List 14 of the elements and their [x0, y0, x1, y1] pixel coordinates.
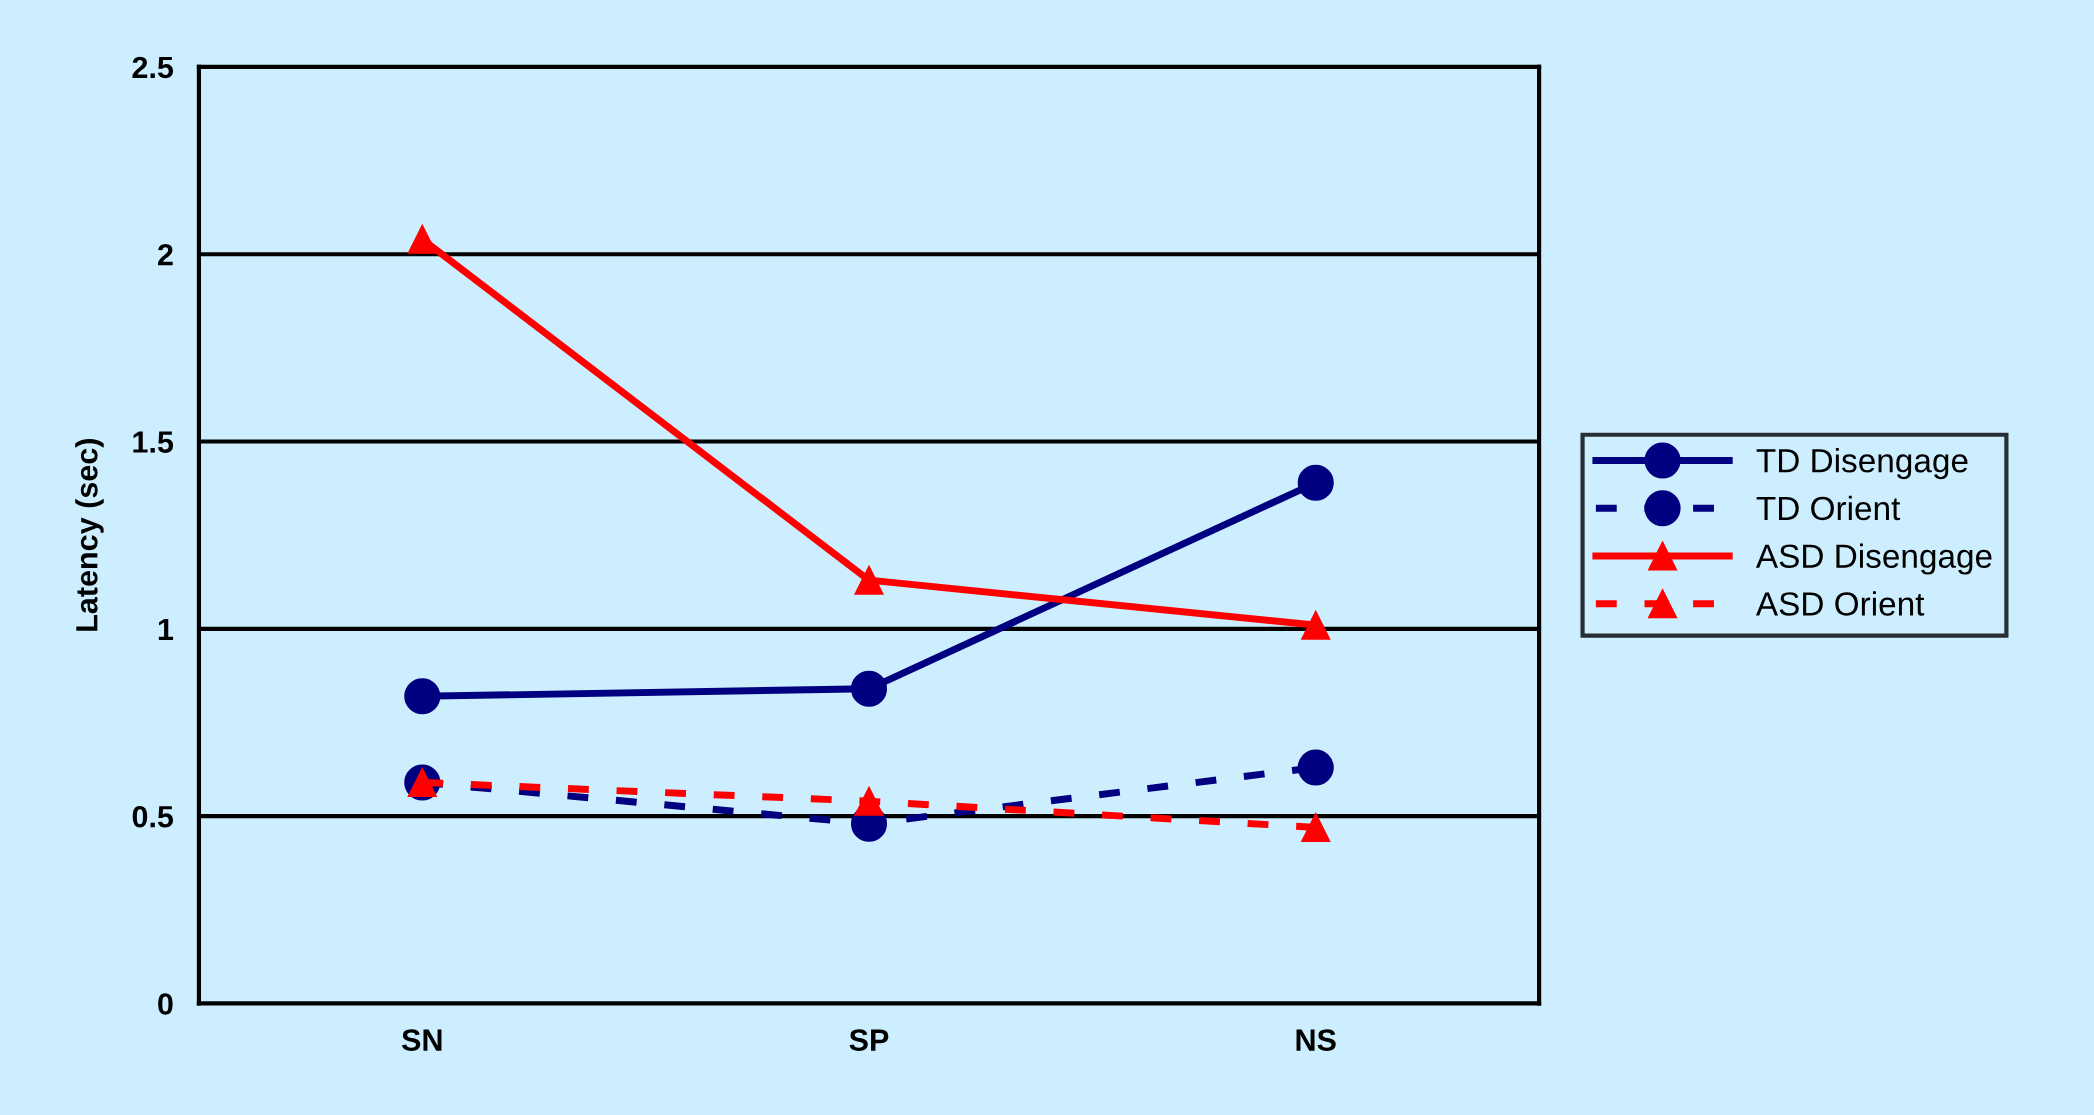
- x-tick-label: NS: [1296, 1029, 1336, 1051]
- legend-label: TD Disengage: [1756, 448, 1968, 480]
- y-tick-label: 0: [158, 993, 173, 1015]
- y-tick-label: 1.5: [133, 431, 174, 453]
- y-tick-label: 2.5: [132, 56, 174, 79]
- y-axis-title: Latency (sec): [75, 439, 104, 631]
- y-tick-label: 1: [158, 618, 174, 640]
- y-tick-label: 2: [158, 243, 173, 266]
- x-tick-label: SN: [401, 1029, 442, 1051]
- legend-label: ASD Orient: [1755, 591, 1925, 616]
- legend-label: ASD Disengage: [1755, 543, 1992, 575]
- x-tick-label: SP: [849, 1029, 889, 1051]
- y-tick-label: 0.5: [132, 805, 174, 828]
- legend-label: TD Orient: [1756, 495, 1901, 521]
